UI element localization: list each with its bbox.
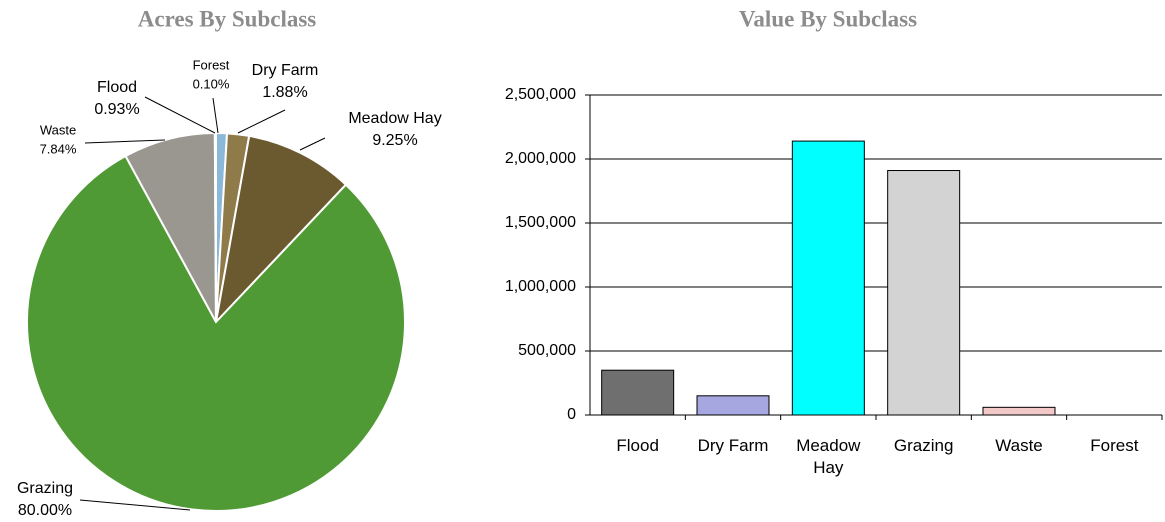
leader-line xyxy=(85,140,165,143)
slice-label: Waste xyxy=(40,122,76,137)
page: Acres By Subclass Value By Subclass Floo… xyxy=(0,0,1165,522)
x-tick-label: Grazing xyxy=(883,435,965,457)
y-tick-label: 2,000,000 xyxy=(505,150,576,167)
bar xyxy=(888,171,960,415)
x-tick-label: Forest xyxy=(1073,435,1155,457)
x-tick-label: Meadow Hay xyxy=(787,435,869,479)
slice-value-label: 80.00% xyxy=(18,502,72,519)
leader-line xyxy=(238,110,285,133)
bar xyxy=(983,407,1055,415)
x-tick-label: Waste xyxy=(978,435,1060,457)
bar xyxy=(697,396,769,415)
chart-title: Acres By Subclass xyxy=(138,6,317,31)
y-tick-label: 2,500,000 xyxy=(505,86,576,103)
bar xyxy=(792,141,864,415)
slice-value-label: 7.84% xyxy=(40,141,77,156)
slice-value-label: 1.88% xyxy=(262,84,307,101)
x-tick-label: Dry Farm xyxy=(692,435,774,457)
leader-line xyxy=(145,97,215,133)
y-tick-label: 0 xyxy=(567,406,576,423)
y-tick-label: 1,500,000 xyxy=(505,214,576,231)
slice-value-label: 9.25% xyxy=(372,132,417,149)
slice-label: Grazing xyxy=(17,480,73,497)
bar xyxy=(602,370,674,415)
leader-line xyxy=(300,138,325,150)
x-tick-label: Flood xyxy=(597,435,679,457)
pie-slice xyxy=(215,133,216,322)
leader-line xyxy=(213,98,218,133)
slice-value-label: 0.93% xyxy=(94,101,139,118)
slice-label: Forest xyxy=(193,57,230,72)
slice-value-label: 0.10% xyxy=(193,76,230,91)
slice-label: Flood xyxy=(97,79,137,96)
slice-label: Dry Farm xyxy=(252,62,319,79)
chart-title: Value By Subclass xyxy=(739,6,917,31)
y-tick-label: 1,000,000 xyxy=(505,278,576,295)
y-tick-label: 500,000 xyxy=(518,342,576,359)
slice-label: Meadow Hay xyxy=(348,110,441,127)
